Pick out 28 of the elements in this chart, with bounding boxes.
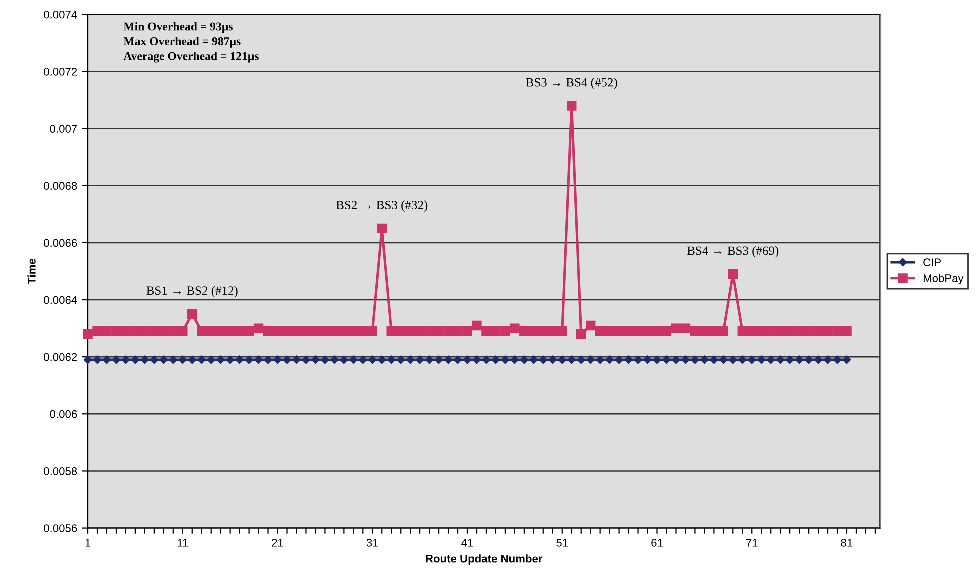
y-tick-label: 0.0062	[44, 353, 78, 362]
annotation: BS3 → BS4 (#52)	[526, 78, 618, 90]
x-tick-label: 51	[556, 539, 568, 547]
legend-label: MobPay	[924, 274, 964, 285]
y-tick-label: 0.0072	[44, 68, 78, 76]
x-tick-label: 31	[366, 539, 378, 547]
x-tick-label: 71	[746, 539, 758, 547]
x-tick-label: 61	[652, 539, 663, 547]
x-tick-label: 21	[272, 539, 284, 547]
y-tick-label: 0.0056	[44, 524, 78, 532]
y-tick-label: 0.0074	[44, 10, 78, 19]
annotation: BS4 → BS3 (#69)	[687, 246, 779, 258]
x-tick-label: 81	[841, 539, 853, 547]
y-tick-label: 0.007	[50, 125, 78, 133]
y-tick-label: 0.0058	[44, 468, 78, 476]
annotation: BS2 → BS3 (#32)	[336, 200, 428, 212]
y-tick-label: 0.006	[50, 410, 78, 418]
x-tick-label: 41	[462, 539, 474, 547]
x-axis-title: Route Update Number	[426, 554, 543, 565]
annotation: Min Overhead = 93µs Max Overhead = 987µs Average Overhead = 121µs	[124, 22, 259, 63]
y-tick-label: 0.0068	[44, 182, 78, 190]
y-axis-title: Time	[28, 258, 36, 284]
legend-label: CIP	[924, 258, 941, 267]
y-tick-label: 0.0064	[44, 296, 78, 304]
x-tick-label: 1	[86, 539, 91, 547]
annotation: BS1 → BS2 (#12)	[146, 286, 238, 298]
y-tick-label: 0.0066	[44, 239, 78, 248]
x-tick-label: 11	[178, 539, 188, 547]
